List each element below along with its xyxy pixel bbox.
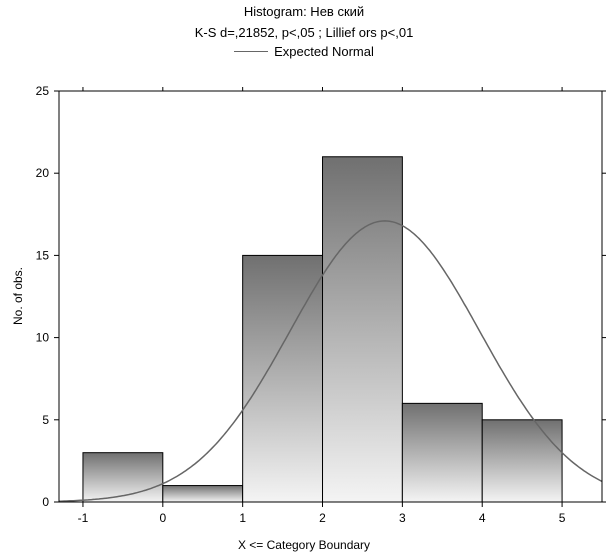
chart-title: Histogram: Нев ский (243, 4, 365, 19)
y-tick-label: 20 (36, 166, 50, 180)
histogram-bar-1 (162, 485, 244, 503)
x-tick-label: -1 (78, 511, 89, 525)
y-tick-label: 0 (42, 495, 49, 509)
x-axis-label: X <= Category Boundary (237, 538, 371, 552)
histogram-bar-4 (401, 402, 483, 503)
ticks-layer: -1 0 1 2 3 4 5 0 5 10 15 20 25 (36, 84, 606, 525)
bars-layer (82, 156, 563, 503)
plot-frame (58, 90, 603, 503)
histogram-bar-0 (82, 452, 164, 503)
x-tick-label: 2 (319, 511, 326, 525)
histogram-bar-2 (242, 254, 324, 503)
y-tick-label: 10 (36, 331, 50, 345)
x-tick-label: 3 (399, 511, 406, 525)
legend-line-swatch (234, 51, 269, 53)
legend-label-expected-normal: Expected Normal (274, 44, 374, 59)
y-tick-label: 5 (42, 413, 49, 427)
x-tick-label: 4 (479, 511, 486, 525)
legend: Expected Normal (0, 44, 608, 59)
curve-layer (59, 220, 603, 502)
x-tick-label: 0 (159, 511, 166, 525)
chart-subtitle: K-S d=,21852, p<,05 ; Lillief ors p<,01 (194, 25, 414, 40)
y-tick-label: 15 (36, 248, 50, 262)
histogram-bar-5 (481, 419, 563, 503)
expected-normal-curve (59, 220, 603, 502)
y-axis-label: No. of obs. (11, 266, 25, 326)
x-tick-label: 1 (239, 511, 246, 525)
y-tick-label: 25 (36, 84, 50, 98)
x-tick-label: 5 (559, 511, 566, 525)
histogram-bar-3 (322, 156, 403, 503)
